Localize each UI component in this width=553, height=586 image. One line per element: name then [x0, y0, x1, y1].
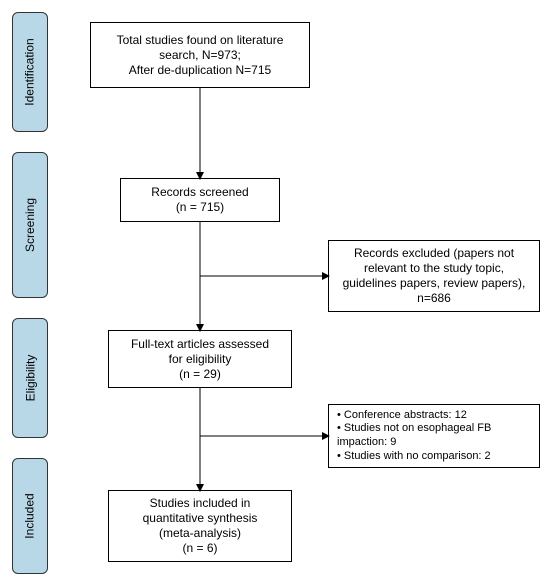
box-line: Studies included in [150, 496, 251, 511]
box-line: Records excluded (papers not [354, 246, 514, 261]
bullet-item: • Conference abstracts: 12 [337, 409, 467, 423]
stage-eligibility: Eligibility [12, 318, 48, 438]
box-line: (n = 715) [176, 200, 224, 215]
stage-label-text: Identification [23, 38, 37, 105]
box-line: Full-text articles assessed [131, 337, 269, 352]
stage-label-text: Eligibility [23, 355, 37, 402]
box-line: Records screened [151, 185, 248, 200]
box-studies-included: Studies included in quantitative synthes… [108, 490, 292, 562]
stage-screening: Screening [12, 152, 48, 298]
box-line: n=686 [417, 291, 451, 306]
box-line: After de-duplication N=715 [129, 63, 271, 78]
stage-label-text: Screening [23, 198, 37, 252]
box-line: for eligibility [169, 352, 232, 367]
bullet-item: • Studies with no comparison: 2 [337, 450, 491, 464]
box-line: Total studies found on literature [117, 33, 284, 48]
box-line: search, N=973; [159, 48, 241, 63]
box-total-studies: Total studies found on literature search… [90, 22, 310, 88]
box-line: (meta-analysis) [159, 526, 241, 541]
box-line: (n = 6) [182, 541, 217, 556]
box-line: quantitative synthesis [143, 511, 258, 526]
box-exclusion-reasons: • Conference abstracts: 12 • Studies not… [328, 404, 540, 468]
box-records-screened: Records screened (n = 715) [120, 178, 280, 222]
box-line: (n = 29) [179, 367, 221, 382]
stage-label-text: Included [23, 493, 37, 538]
stage-included: Included [12, 458, 48, 574]
box-fulltext-assessed: Full-text articles assessed for eligibil… [108, 330, 292, 388]
box-line: guidelines papers, review papers), [343, 276, 526, 291]
box-line: relevant to the study topic, [364, 261, 504, 276]
stage-identification: Identification [12, 12, 48, 132]
box-records-excluded: Records excluded (papers not relevant to… [328, 240, 540, 312]
bullet-item: • Studies not on esophageal FB impaction… [337, 422, 531, 450]
